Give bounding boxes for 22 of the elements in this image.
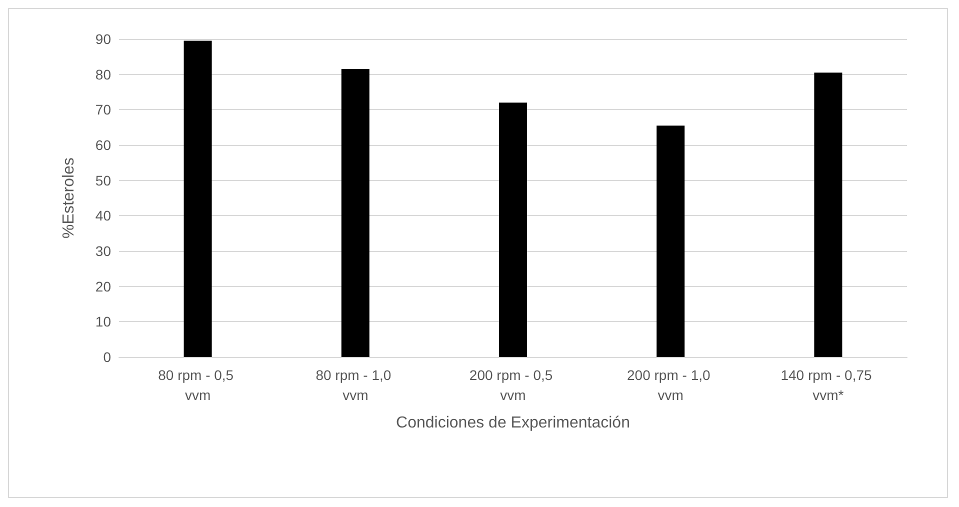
y-tick-label: 70 <box>95 102 112 118</box>
y-tick-label: 50 <box>95 172 112 188</box>
x-tick-label: 140 rpm - 0,75 vvm* <box>780 367 876 403</box>
y-tick-label: 0 <box>103 349 112 365</box>
bar <box>499 102 527 357</box>
y-tick-label: 30 <box>95 243 112 259</box>
x-tick-label: 200 rpm - 1,0 vvm <box>627 367 714 403</box>
bar <box>814 72 842 357</box>
bar <box>184 40 212 357</box>
x-tick-label: 80 rpm - 0,5 vvm <box>158 367 238 403</box>
x-tick-label: 200 rpm - 0,5 vvm <box>469 367 557 403</box>
y-tick-label: 20 <box>95 278 112 294</box>
y-tick-label: 60 <box>95 137 112 153</box>
y-axis-title: %Esteroles <box>60 158 78 238</box>
x-axis-title: Condiciones de Experimentación <box>396 414 630 432</box>
y-tick-label: 10 <box>95 314 112 330</box>
y-tick-label: 90 <box>95 31 112 47</box>
x-tick-label: 80 rpm - 1,0 vvm <box>316 367 396 403</box>
bar <box>656 126 685 357</box>
y-tick-label: 40 <box>95 208 112 224</box>
y-tick-label: 80 <box>95 66 112 82</box>
bar <box>341 69 370 357</box>
